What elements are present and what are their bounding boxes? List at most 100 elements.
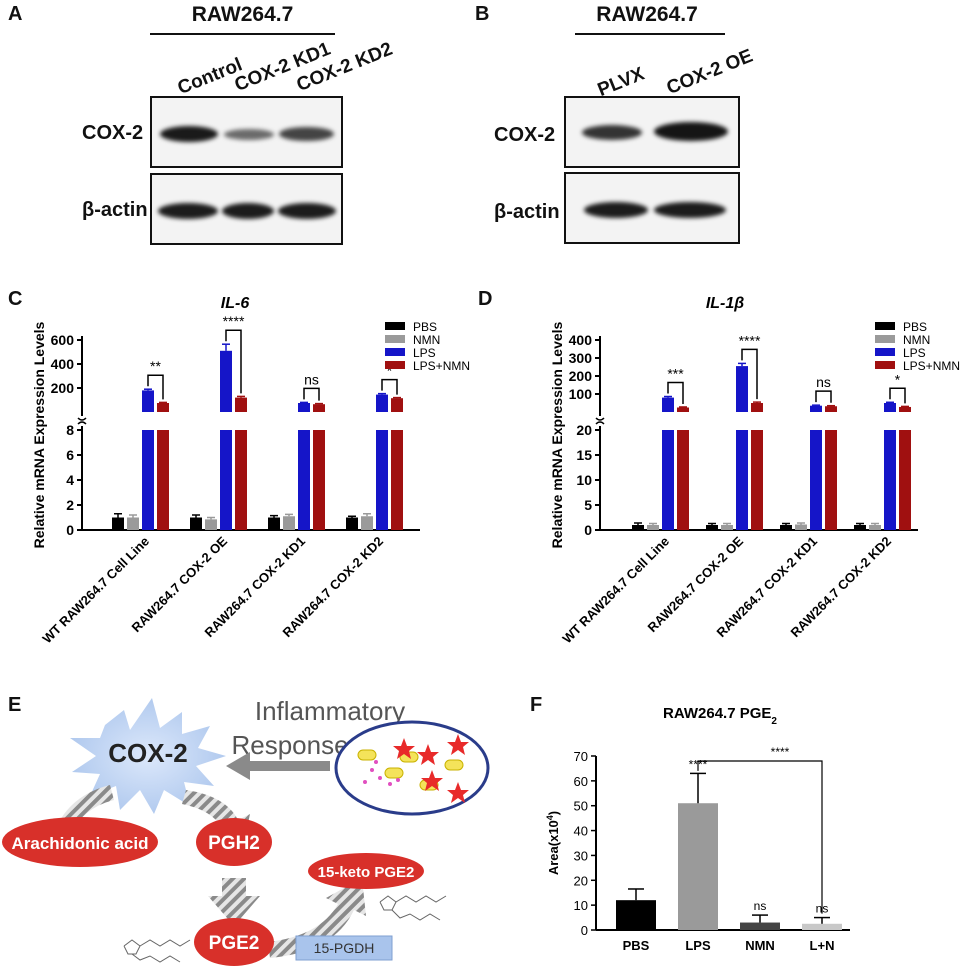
pgh2-ellipse	[196, 818, 272, 866]
chart-f-title: RAW264.7 PGE2	[663, 705, 777, 727]
chart-d-bar	[736, 430, 748, 530]
blot-a-cox2-band-1	[160, 126, 218, 142]
chart-c-bar	[157, 403, 169, 412]
keto-pge2-structure-icon	[379, 895, 447, 921]
chart-c-bar	[157, 430, 169, 530]
chart-c-bar	[127, 517, 139, 530]
chart-c-bar	[391, 430, 403, 530]
chart-d-bar	[721, 525, 733, 530]
chart-c-bar	[298, 403, 310, 412]
panel-letter-b: B	[475, 3, 490, 25]
panel-letter-d: D	[478, 288, 493, 310]
blot-a-cox2-membrane	[150, 96, 343, 168]
panel-letter-e: E	[8, 694, 22, 716]
blot-a-title-rule	[150, 33, 335, 35]
keto-pge2-ellipse	[308, 853, 424, 889]
cell-ellipse-icon	[334, 720, 490, 816]
pge2-structure-icon	[123, 939, 191, 963]
chart-d-tick-label: 10	[576, 472, 592, 488]
chart-d-sig-label: ****	[739, 332, 761, 348]
blot-a-actin-membrane	[150, 173, 343, 245]
cox2-label: COX-2	[108, 738, 187, 768]
chart-d-legend-label: PBS	[903, 320, 927, 334]
chart-c-legend-label: NMN	[413, 333, 440, 347]
chart-d-tick-label: 400	[569, 332, 593, 348]
chart-f-category-label: NMN	[745, 938, 775, 953]
chart-d-bar	[662, 430, 674, 530]
chart-f-tick-label: 30	[574, 848, 588, 863]
blot-a-cox2-band-3	[279, 127, 334, 141]
chart-c-axis-break	[77, 417, 87, 425]
chart-f-comparison-bracket	[697, 760, 823, 914]
chart-d-sig-bracket	[889, 387, 906, 404]
chart-c-bar	[313, 404, 325, 412]
chart-f-bar	[740, 922, 780, 930]
response-label: Response	[231, 730, 348, 760]
chart-c-bar	[346, 517, 358, 530]
chart-d-tick-label: 100	[569, 386, 593, 402]
chart-c-bar	[298, 430, 310, 530]
arrow-pge2-to-keto	[268, 878, 366, 958]
pge2-ellipse	[194, 918, 274, 966]
chart-d-bar	[810, 405, 822, 412]
blot-b-lane-2: COX-2 OE	[663, 45, 756, 100]
chart-c-sig-bracket	[303, 387, 320, 401]
chart-d-bar	[869, 525, 881, 530]
blot-b-title-rule	[575, 33, 725, 35]
chart-d-bar	[647, 525, 659, 530]
chart-c-bar	[361, 516, 373, 530]
blot-a-actin-band-2	[222, 203, 274, 219]
chart-c-tick-label: 200	[51, 380, 75, 396]
chart-c-legend-label: LPS+NMN	[413, 359, 470, 373]
chart-c-bar	[268, 517, 280, 530]
blot-a-actin-band-3	[278, 203, 336, 219]
chart-d-legend-swatch	[875, 322, 895, 330]
blot-b-actin-membrane	[564, 172, 740, 244]
keto-pge2-label: 15-keto PGE2	[318, 864, 415, 881]
chart-d-bar	[677, 430, 689, 530]
blot-b-actin-band-2	[654, 202, 726, 218]
arachidonic-label: Arachidonic acid	[12, 834, 149, 853]
pge2-label: PGE2	[209, 933, 260, 954]
cox2-pathway-diagram: COX-2 Inflammatory Response Arachidonic …	[2, 696, 490, 966]
chart-f-bar	[802, 923, 842, 930]
il6-bar-chart: IL-6 Relative mRNA Expression Levels 0 2 4 6 8…	[31, 295, 470, 646]
chart-d-bar	[751, 430, 763, 530]
chart-d-axis-break	[595, 417, 605, 425]
arrow-pgh2-to-pge2	[208, 878, 260, 926]
pgh2-label: PGH2	[208, 833, 260, 854]
chart-c-bar	[376, 430, 388, 530]
chart-c-sig-bracket	[381, 378, 398, 395]
il1b-bar-chart: IL-1β Relative mRNA Expression Levels 0 5 10…	[549, 295, 960, 646]
chart-c-bar	[391, 398, 403, 412]
chart-d-ylabel: Relative mRNA Expression Levels	[549, 321, 565, 548]
chart-f-category-label: L+N	[810, 938, 835, 953]
chart-f-tick-label: 70	[574, 749, 588, 764]
chart-d-bar	[884, 430, 896, 530]
chart-d-bar	[899, 406, 911, 412]
chart-d-sig-label: ***	[667, 366, 684, 382]
chart-d-sig-label: *	[895, 371, 901, 387]
chart-d-bar	[854, 525, 866, 530]
chart-d-bar	[795, 524, 807, 530]
chart-d-bar	[780, 525, 792, 530]
chart-d-legend-swatch	[875, 348, 895, 356]
chart-f-tick-label: 20	[574, 873, 588, 888]
chart-f-comparison-label: ****	[771, 745, 790, 759]
chart-c-tick-label: 4	[66, 472, 74, 488]
chart-c-tick-label: 400	[51, 356, 75, 372]
chart-d-sig-bracket	[815, 390, 832, 403]
chart-c-tick-label: 6	[66, 447, 74, 463]
chart-d-tick-label: 300	[569, 350, 593, 366]
chart-f-tick-label: 10	[574, 898, 588, 913]
chart-d-legend-label: NMN	[903, 333, 930, 347]
chart-d-tick-label: 15	[576, 447, 592, 463]
arachidonic-acid-ellipse	[2, 817, 158, 867]
blot-a-title: RAW264.7	[191, 3, 294, 26]
chart-c-tick-label: 2	[66, 497, 74, 513]
chart-c-tick-label: 8	[66, 422, 74, 438]
chart-d-legend-label: LPS+NMN	[903, 359, 960, 373]
chart-f-bar	[678, 803, 718, 930]
chart-c-legend-label: PBS	[413, 320, 437, 334]
blot-b-row-actin: β-actin	[494, 201, 560, 223]
